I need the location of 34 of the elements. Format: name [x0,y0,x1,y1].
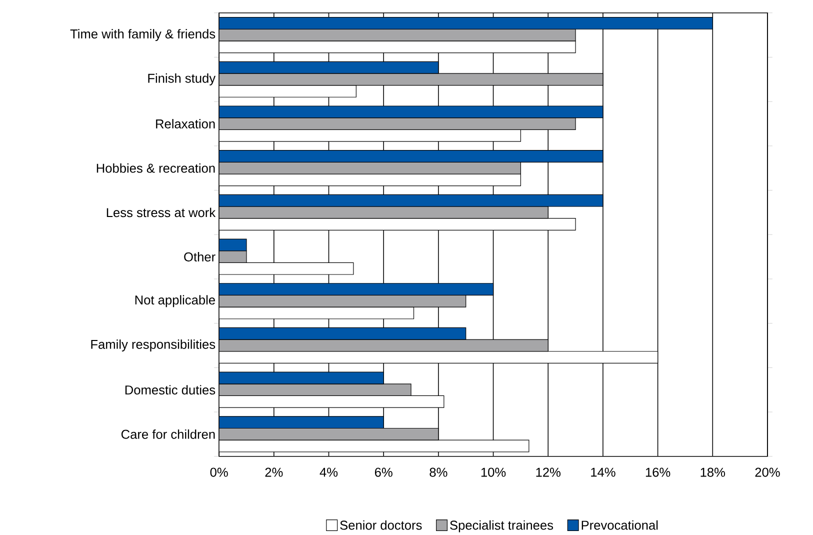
bar [219,17,713,30]
y-tick-label: Less stress at work [106,208,216,218]
y-tick-label: Relaxation [156,119,215,129]
x-tick-label: 8% [430,468,448,478]
x-tick-label: 6% [374,468,392,478]
bar [219,372,384,384]
y-tick-label: Family responsibilities [91,340,216,352]
y-tick-label: Other [184,252,216,262]
bar [219,62,439,74]
bar [219,150,604,163]
x-tick-label: 16% [646,468,670,478]
y-tick-label: Not applicable [135,295,215,308]
legend-label: Senior doctors [340,520,422,530]
x-tick-label: 0% [210,468,228,478]
x-tick-label: 20% [755,468,780,478]
x-tick-label: 12% [536,468,560,478]
legend-label: Specialist trainees [450,520,554,533]
x-tick-label: 10% [481,468,506,478]
y-tick-label: Time with family & friends [70,29,216,42]
bar [219,106,604,118]
bar [219,194,604,208]
bar [219,283,494,296]
y-tick-label: Hobbies & recreation [96,164,215,174]
bar [219,416,384,429]
x-tick-label: 2% [265,468,283,478]
x-tick-label: 18% [700,468,726,478]
x-tick-label: 14% [591,468,616,477]
bar [219,328,466,340]
legend-label: Prevocational [582,520,658,530]
bar [219,238,247,252]
y-tick-label: Finish study [148,74,216,86]
x-tick-label: 4% [320,468,338,477]
y-tick-label: Domestic duties [125,385,216,395]
y-tick-label: Care for children [121,430,215,440]
